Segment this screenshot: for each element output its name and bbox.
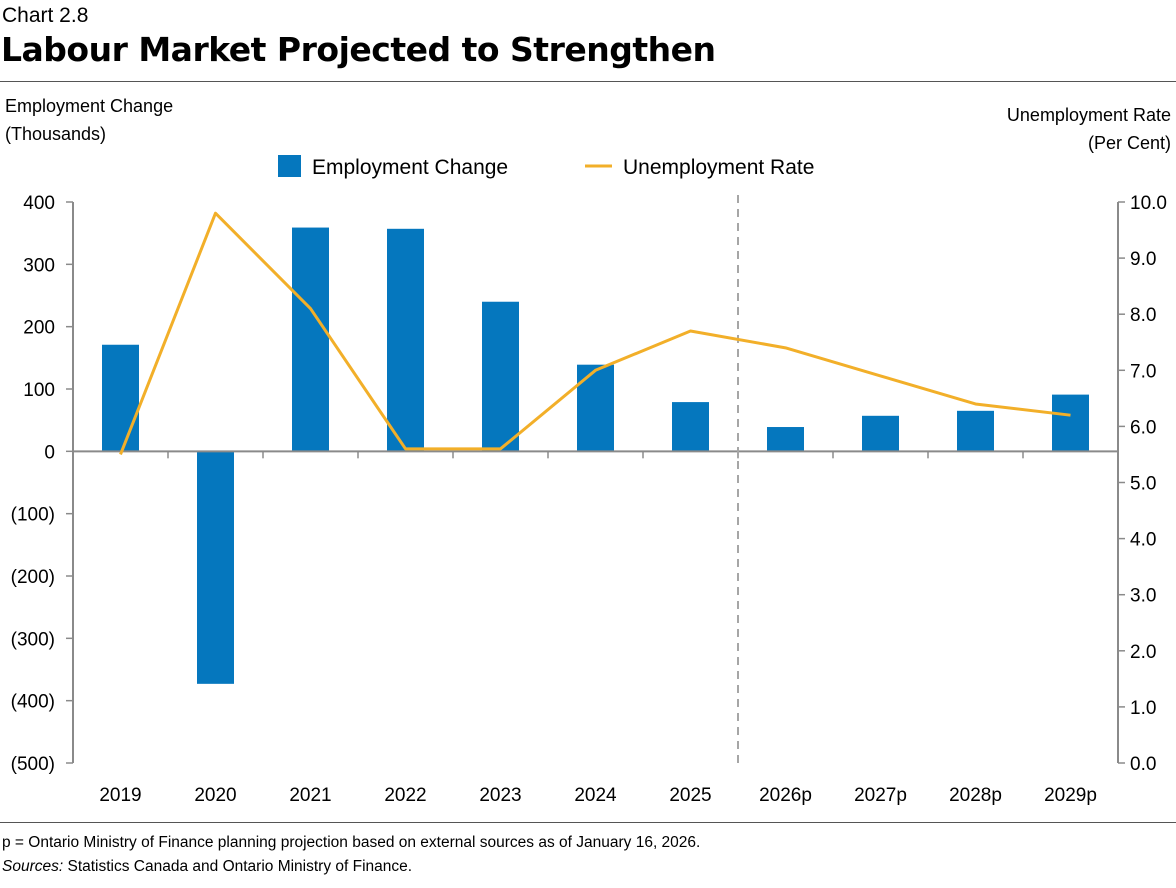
bar-2022 bbox=[387, 228, 424, 452]
footer-divider bbox=[0, 822, 1176, 823]
legend: Employment Change Unemployment Rate bbox=[278, 155, 814, 179]
right-tick-label: 7.0 bbox=[1130, 361, 1156, 382]
bar-2028p bbox=[957, 410, 994, 452]
left-tick-label: 100 bbox=[23, 380, 55, 401]
right-tick-label: 6.0 bbox=[1130, 417, 1156, 438]
bar-2027p bbox=[862, 415, 899, 452]
left-axis-title-line: Employment Change bbox=[5, 96, 174, 116]
title-divider bbox=[0, 81, 1176, 82]
bar-2025 bbox=[672, 402, 709, 452]
right-axis-title-unit: (Per Cent) bbox=[1087, 133, 1171, 153]
x-tick-label: 2027p bbox=[854, 785, 907, 806]
right-tick-label: 5.0 bbox=[1130, 474, 1156, 495]
x-tick-label: 2026p bbox=[759, 785, 812, 806]
x-tick-label: 2028p bbox=[949, 785, 1002, 806]
sources-text: Statistics Canada and Ontario Ministry o… bbox=[63, 858, 413, 875]
left-tick-label: 200 bbox=[23, 318, 55, 339]
bar-2020 bbox=[197, 451, 234, 684]
right-axis-title: Unemployment Rate (Per Cent) bbox=[1007, 101, 1171, 157]
right-tick-label: 3.0 bbox=[1130, 586, 1156, 607]
right-tick-label: 0.0 bbox=[1130, 754, 1156, 775]
bar-2029p bbox=[1052, 394, 1089, 452]
right-tick-label: 10.0 bbox=[1130, 193, 1167, 214]
right-tick-label: 4.0 bbox=[1130, 530, 1156, 551]
left-tick-label: (300) bbox=[11, 629, 55, 650]
x-tick-label: 2024 bbox=[574, 785, 617, 806]
right-tick-label: 8.0 bbox=[1130, 305, 1156, 326]
left-tick-label: 400 bbox=[23, 193, 55, 214]
x-tick-label: 2029p bbox=[1044, 785, 1097, 806]
page-title: Labour Market Projected to Strengthen bbox=[1, 30, 716, 69]
bar-2019 bbox=[102, 344, 139, 452]
x-tick-label: 2021 bbox=[289, 785, 331, 806]
left-axis-title-unit: (Thousands) bbox=[5, 124, 107, 144]
bar-2021 bbox=[292, 227, 329, 452]
right-tick-label: 9.0 bbox=[1130, 249, 1156, 270]
bar-2026p bbox=[767, 427, 804, 452]
legend-swatch-employment bbox=[278, 155, 301, 177]
bar-2023 bbox=[482, 301, 519, 452]
left-tick-label: 0 bbox=[44, 442, 55, 463]
legend-label-unemployment: Unemployment Rate bbox=[623, 156, 814, 179]
legend-label-employment: Employment Change bbox=[312, 156, 508, 179]
x-tick-label: 2025 bbox=[669, 785, 711, 806]
x-tick-label: 2020 bbox=[194, 785, 236, 806]
x-tick-label: 2023 bbox=[479, 785, 521, 806]
right-axis-title-line: Unemployment Rate bbox=[1006, 105, 1171, 125]
left-axis-title: Employment Change (Thousands) bbox=[5, 92, 173, 148]
left-tick-label: (400) bbox=[11, 692, 55, 713]
left-tick-label: (500) bbox=[11, 754, 55, 775]
right-tick-label: 2.0 bbox=[1130, 642, 1156, 663]
left-tick-label: 300 bbox=[23, 255, 55, 276]
x-tick-label: 2019 bbox=[99, 785, 141, 806]
right-tick-label: 1.0 bbox=[1130, 698, 1156, 719]
footnote: p = Ontario Ministry of Finance planning… bbox=[2, 834, 701, 851]
sources-label: Sources: bbox=[2, 858, 64, 875]
bar-2024 bbox=[577, 364, 614, 452]
chart-number: Chart 2.8 bbox=[2, 4, 89, 27]
left-tick-label: (200) bbox=[11, 567, 55, 588]
left-tick-label: (100) bbox=[11, 505, 55, 526]
sources: Sources: Statistics Canada and Ontario M… bbox=[2, 858, 412, 876]
x-tick-label: 2022 bbox=[384, 785, 426, 806]
